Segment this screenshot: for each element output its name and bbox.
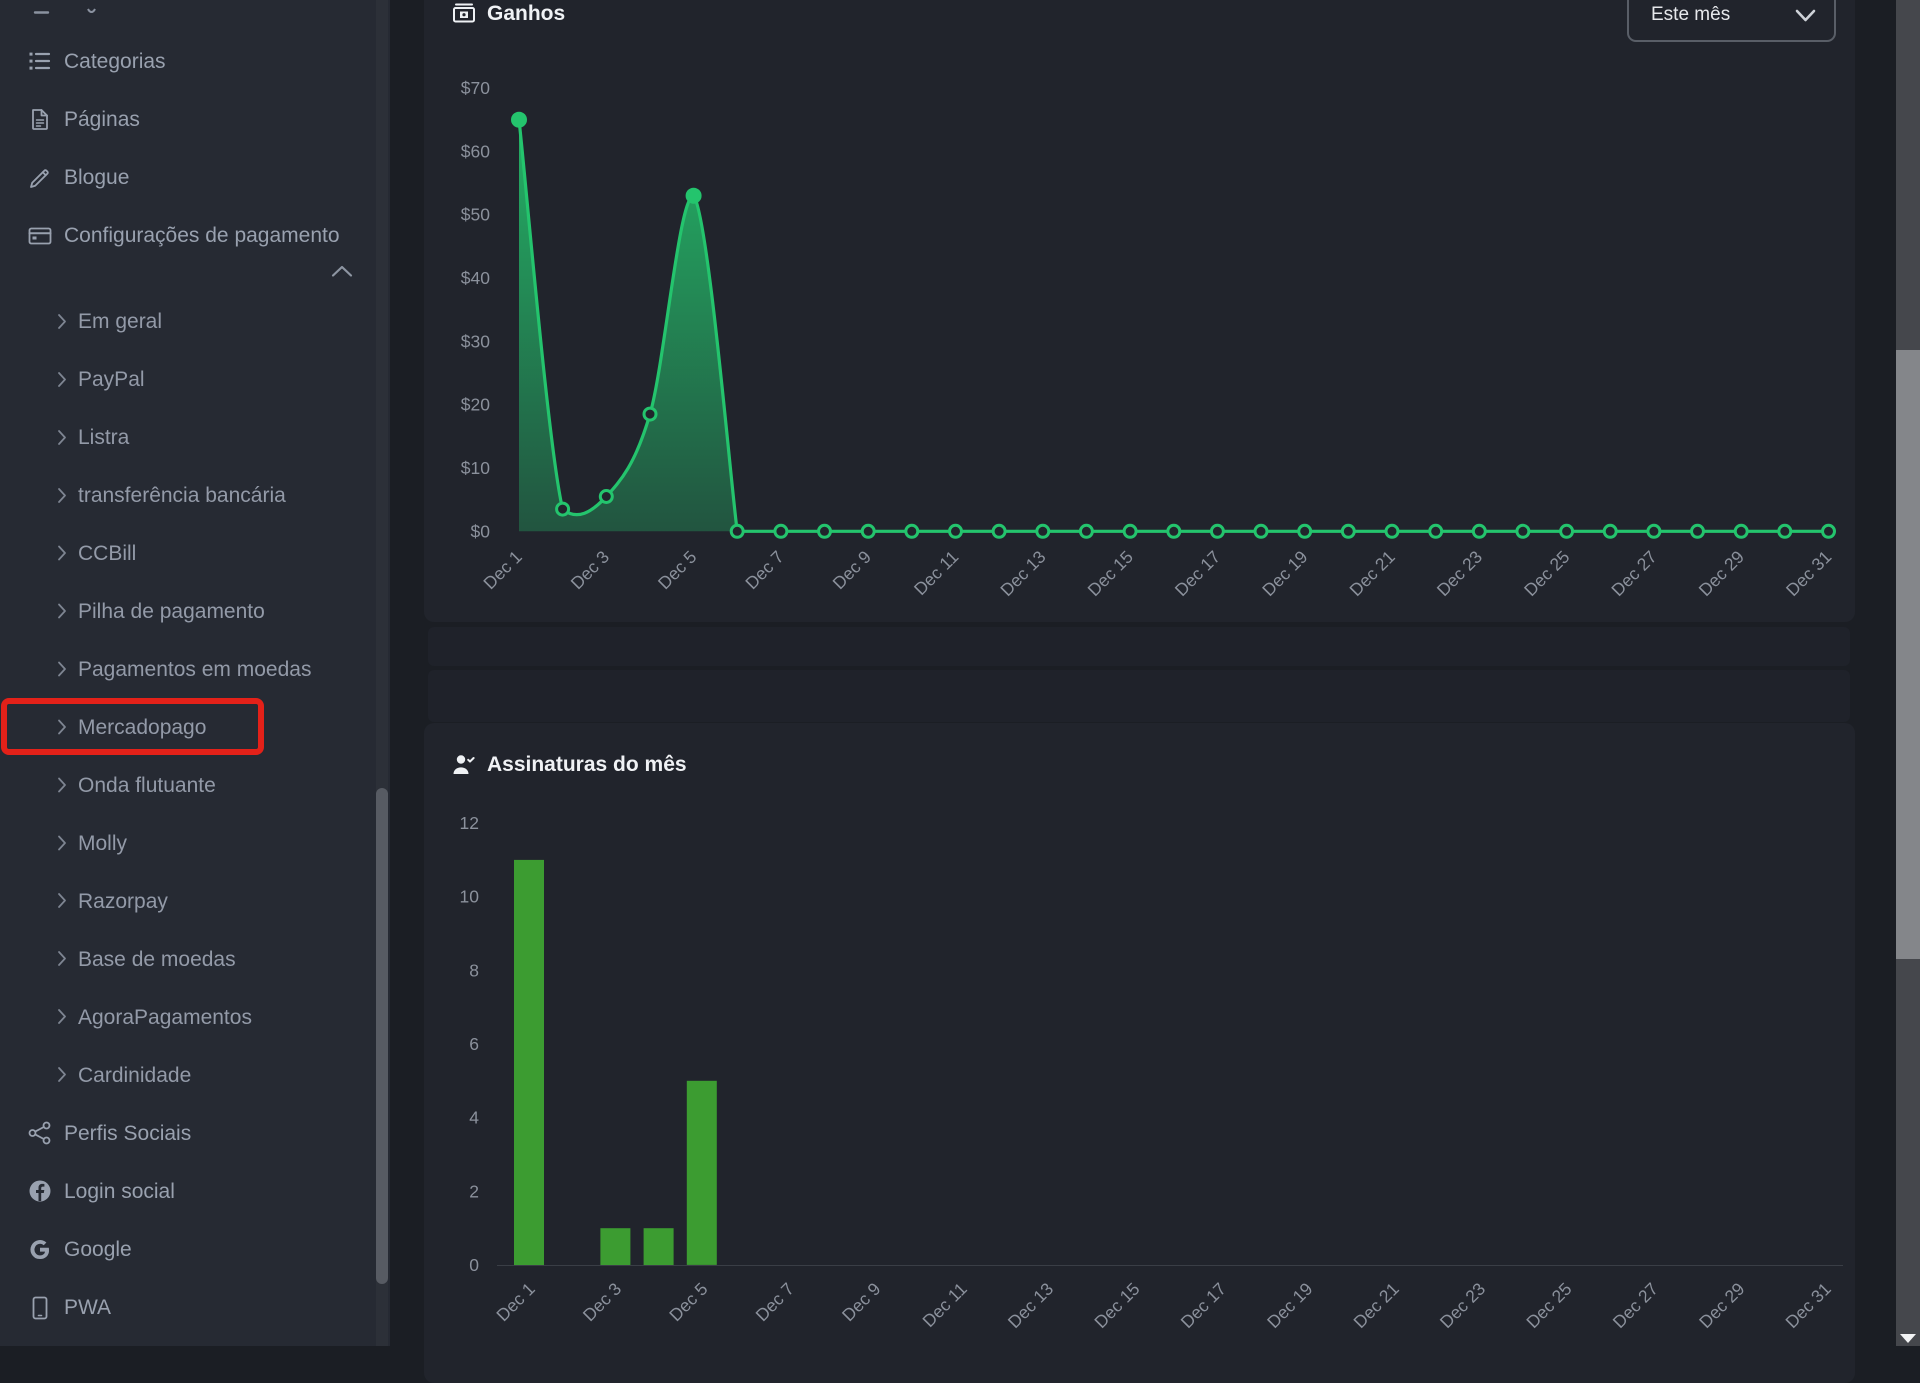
svg-text:$20: $20 bbox=[461, 395, 490, 415]
svg-text:Dec 21: Dec 21 bbox=[1349, 1279, 1402, 1332]
svg-text:$30: $30 bbox=[461, 331, 490, 351]
svg-text:Dec 9: Dec 9 bbox=[829, 547, 875, 593]
svg-text:10: 10 bbox=[460, 887, 480, 907]
svg-text:Dec 27: Dec 27 bbox=[1609, 1279, 1662, 1332]
svg-text:Dec 13: Dec 13 bbox=[1004, 1279, 1057, 1332]
svg-text:Dec 31: Dec 31 bbox=[1782, 547, 1835, 600]
svg-text:6: 6 bbox=[469, 1034, 479, 1054]
svg-text:Dec 19: Dec 19 bbox=[1263, 1279, 1316, 1332]
svg-text:Dec 25: Dec 25 bbox=[1520, 547, 1573, 600]
svg-text:4: 4 bbox=[469, 1108, 479, 1128]
svg-text:Dec 7: Dec 7 bbox=[752, 1279, 798, 1325]
svg-text:Dec 23: Dec 23 bbox=[1436, 1279, 1489, 1332]
svg-text:Dec 29: Dec 29 bbox=[1695, 547, 1748, 600]
svg-text:Dec 9: Dec 9 bbox=[838, 1279, 884, 1325]
svg-text:Dec 15: Dec 15 bbox=[1084, 547, 1137, 600]
svg-text:Dec 13: Dec 13 bbox=[996, 547, 1049, 600]
svg-text:Dec 5: Dec 5 bbox=[665, 1279, 711, 1325]
svg-text:Dec 7: Dec 7 bbox=[741, 547, 787, 593]
svg-text:8: 8 bbox=[469, 960, 479, 980]
svg-text:0: 0 bbox=[469, 1255, 479, 1275]
svg-text:Dec 29: Dec 29 bbox=[1695, 1279, 1748, 1332]
svg-text:Dec 19: Dec 19 bbox=[1258, 547, 1311, 600]
svg-text:Dec 23: Dec 23 bbox=[1433, 547, 1486, 600]
svg-text:Dec 25: Dec 25 bbox=[1522, 1279, 1575, 1332]
svg-text:Dec 17: Dec 17 bbox=[1177, 1279, 1230, 1332]
svg-text:Dec 3: Dec 3 bbox=[567, 547, 613, 593]
svg-text:Dec 17: Dec 17 bbox=[1171, 547, 1224, 600]
svg-text:$60: $60 bbox=[461, 141, 490, 161]
svg-text:$50: $50 bbox=[461, 205, 490, 225]
svg-text:Dec 1: Dec 1 bbox=[492, 1279, 538, 1325]
svg-text:Dec 11: Dec 11 bbox=[918, 1279, 970, 1331]
svg-text:Dec 21: Dec 21 bbox=[1345, 547, 1398, 600]
svg-text:Dec 5: Dec 5 bbox=[654, 547, 700, 593]
svg-text:$10: $10 bbox=[461, 458, 490, 478]
svg-text:$0: $0 bbox=[471, 521, 491, 541]
svg-text:Dec 31: Dec 31 bbox=[1781, 1279, 1834, 1332]
svg-text:$40: $40 bbox=[461, 268, 490, 288]
svg-text:Dec 3: Dec 3 bbox=[579, 1279, 625, 1325]
svg-text:Dec 27: Dec 27 bbox=[1607, 547, 1660, 600]
svg-text:12: 12 bbox=[460, 813, 479, 833]
svg-text:Dec 1: Dec 1 bbox=[479, 547, 525, 593]
svg-text:2: 2 bbox=[469, 1181, 479, 1201]
svg-text:Dec 11: Dec 11 bbox=[910, 547, 962, 599]
svg-text:Dec 15: Dec 15 bbox=[1090, 1279, 1143, 1332]
svg-text:$70: $70 bbox=[461, 78, 490, 98]
